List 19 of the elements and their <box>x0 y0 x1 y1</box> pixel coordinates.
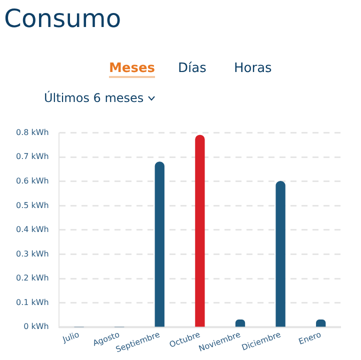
y-tick-label: 0.3 kWh <box>16 249 49 258</box>
chart-subtitle: Últimos 6 meses <box>44 91 144 105</box>
x-tick-label: Julio <box>60 330 81 345</box>
x-tick-label: Enero <box>298 330 322 346</box>
text: Meses <box>109 61 156 78</box>
y-tick-label: 0.7 kWh <box>16 152 49 162</box>
y-tick-label: 0.5 kWh <box>16 200 49 210</box>
y-tick-label: 0 kWh <box>24 322 49 332</box>
y-tick-label: 0.2 kWh <box>16 274 49 283</box>
y-tick-label: 0.4 kWh <box>16 225 49 234</box>
bar <box>154 162 164 327</box>
bar <box>276 181 286 327</box>
y-tick-label: 0.8 kWh <box>16 128 49 137</box>
y-tick-label: 0.6 kWh <box>16 176 49 186</box>
y-tick-label: 0.1 kWh <box>16 298 49 307</box>
bar <box>195 134 205 327</box>
text: Días <box>178 61 206 76</box>
text: Horas <box>234 61 272 76</box>
chart-title: Consumo <box>4 4 122 33</box>
